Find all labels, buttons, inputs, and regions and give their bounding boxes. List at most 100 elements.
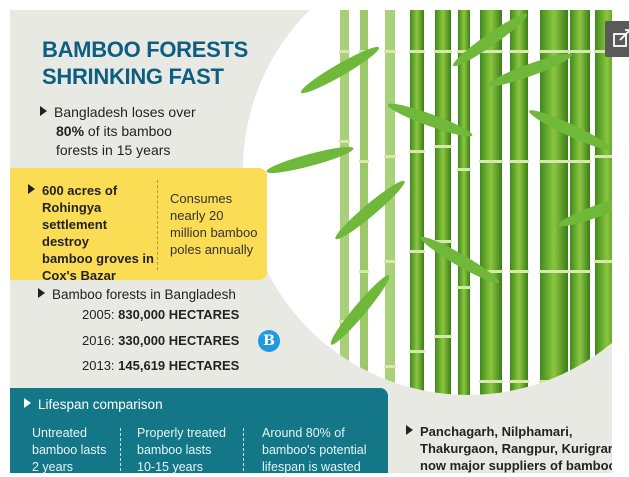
bamboo-leaf [266,146,354,174]
bullet-arrow-icon [28,184,35,194]
line: 2 years [32,460,73,473]
bamboo-node [539,380,569,383]
bamboo-stalk [435,10,451,395]
line: Thakurgaon, Rangpur, Kurigram [420,441,612,456]
bamboo-leaf [330,275,390,345]
external-link-icon [613,29,629,47]
title-line: BAMBOO FORESTS [42,37,249,62]
bamboo-node [434,240,452,243]
stat-year: 2013: [82,358,115,373]
divider [120,428,121,473]
bamboo-node [539,50,569,53]
bamboo-leaf [420,236,500,284]
bamboo-node [457,168,471,171]
bullet-arrow-icon [40,106,47,116]
lifespan-heading: Lifespan comparison [24,397,163,412]
bamboo-leaf [335,180,405,240]
intro-highlight: 80% [56,123,85,139]
bamboo-node [594,50,612,53]
bamboo-stalk [458,10,470,395]
stat-year: 2005: [82,307,115,322]
infographic: BAMBOO FORESTS SHRINKING FAST Bangladesh… [10,10,612,473]
bamboo-node [509,380,529,383]
share-button[interactable] [605,21,629,57]
bamboo-leaf [557,193,612,227]
heading-text: Lifespan comparison [38,397,163,412]
line: Properly treated [137,426,226,440]
rohingya-text: 600 acres of Rohingya settlement destroy… [28,182,154,284]
bamboo-node [569,160,591,163]
bamboo-node [384,155,396,158]
page-title: BAMBOO FORESTS SHRINKING FAST [42,36,248,90]
bamboo-node [384,50,396,53]
divider [243,428,244,473]
divider [157,180,158,270]
stat-value: 145,619 HECTARES [118,358,240,373]
bamboo-node [384,365,396,368]
bamboo-node [594,260,612,263]
bamboo-stalk [570,10,590,395]
line: bamboo lasts [137,443,212,457]
bamboo-node [479,50,503,53]
line: Panchagarh, Nilphamari, [420,424,573,439]
bamboo-node [594,365,612,368]
bullet-arrow-icon [24,398,31,408]
line: now major suppliers of bamboo [420,458,612,473]
line: Cox's Bazar [42,268,116,283]
line: poles annually [170,242,254,257]
line: bamboo's potential [262,443,367,457]
stat-year: 2016: [82,333,115,348]
bamboo-node [569,270,591,273]
bamboo-node [434,50,452,53]
line: Rohingya [42,200,102,215]
bamboo-leaf [387,103,473,137]
bamboo-node [479,270,503,273]
line: million bamboo [170,225,258,240]
bamboo-node [594,155,612,158]
stat-value: 830,000 HECTARES [118,307,240,322]
intro-text: of its bamboo [84,123,172,139]
line: bamboo lasts [32,443,107,457]
intro-text: Bangladesh loses over [54,104,196,120]
bamboo-node [569,380,591,383]
bamboo-node [457,404,471,407]
bamboo-illustration [243,10,612,407]
publisher-logo: B [258,330,280,352]
bamboo-node [384,260,396,263]
bamboo-node [539,160,569,163]
bamboo-node [409,250,425,253]
bamboo-stalk [360,10,368,395]
line: Around 80% of [262,426,345,440]
stat-row: 2005: 830,000 HECTARES [82,307,239,322]
line: lifespan is wasted [262,460,361,473]
intro-bullet: Bangladesh loses over 80% of its bamboo … [40,103,240,160]
intro-text: forests in 15 years [56,142,171,158]
bamboo-node [359,160,369,163]
stat-row: 2016: 330,000 HECTARES [82,333,239,348]
bamboo-stalk [540,10,568,395]
line: bamboo groves in [42,251,154,266]
bamboo-stalk [510,10,528,395]
line: settlement destroy [42,217,108,249]
stat-value: 330,000 HECTARES [118,333,240,348]
bamboo-node [339,50,350,53]
lifespan-column: Properly treated bamboo lasts 10-15 years [137,425,226,473]
bamboo-leaf [487,53,573,87]
stat-row: 2013: 145,619 HECTARES [82,358,239,373]
bamboo-node [539,270,569,273]
bamboo-node [457,286,471,289]
bamboo-stalk [480,10,502,395]
line: 10-15 years [137,460,204,473]
lifespan-column: Around 80% of bamboo's potential lifespan … [262,425,367,473]
bamboo-node [359,380,369,383]
bullet-arrow-icon [406,425,413,435]
line: nearly 20 [170,208,224,223]
bamboo-node [434,145,452,148]
heading-text: Bamboo forests in Bangladesh [52,287,236,302]
bamboo-node [509,270,529,273]
bamboo-node [359,270,369,273]
bamboo-stalk [385,10,395,395]
forests-heading: Bamboo forests in Bangladesh [38,287,236,302]
bamboo-stalk [340,10,349,395]
bamboo-node [409,50,425,53]
